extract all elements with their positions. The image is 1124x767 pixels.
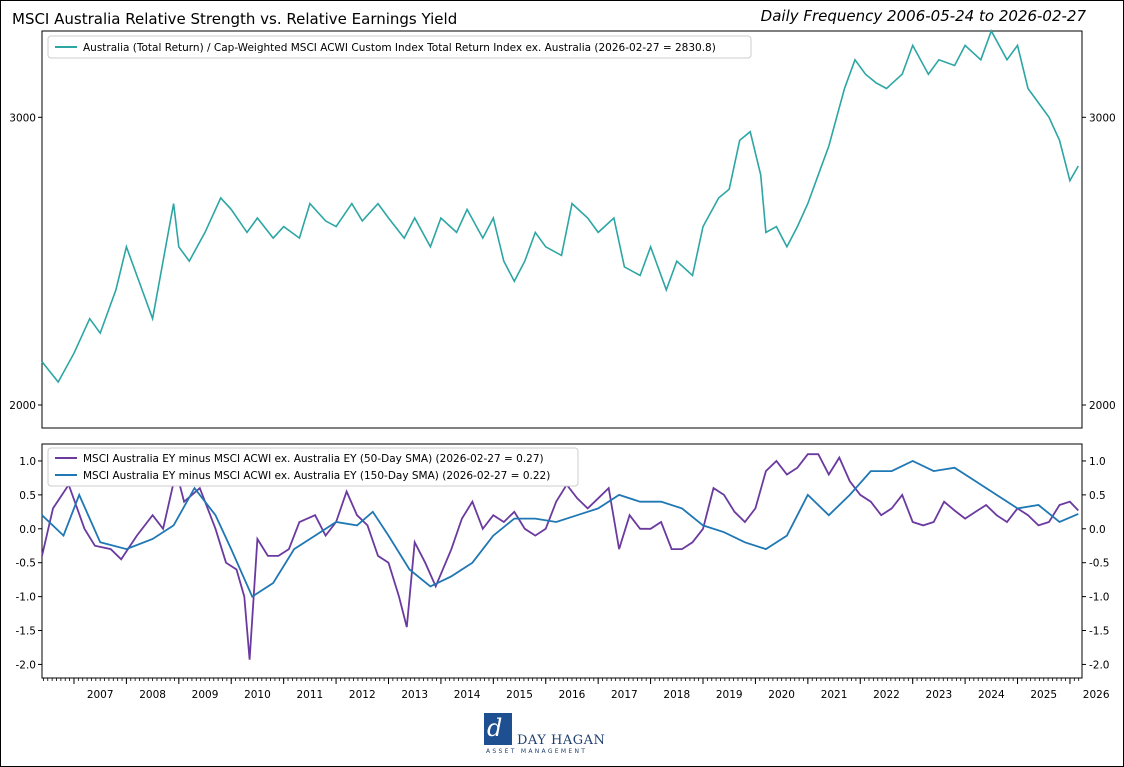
x-tick-label-6: 2013 [401,689,428,701]
bottom-legend-box [47,447,579,487]
x-tick-label-14: 2021 [821,689,848,701]
chart-title: MSCI Australia Relative Strength vs. Rel… [12,10,458,28]
x-tick-label-4: 2011 [296,689,323,701]
bottom-y-tick-label-right-6: -2.0 [1089,659,1110,671]
x-tick-label-17: 2024 [978,689,1005,701]
x-tick-label-11: 2018 [663,689,690,701]
bottom-y-tick-label-right-0: 1.0 [1089,456,1106,468]
top-y-tick-label-right-0: 2000 [1089,400,1116,412]
bottom-y-tick-label-right-1: 0.5 [1089,490,1106,502]
bottom-y-tick-label-left-3: -0.5 [16,558,37,570]
day-hagan-logo: d DAY HAGAN ASSET MANAGEMENT [484,713,614,759]
bottom-y-ticks: 1.0 1.0 0.5 0.5 0.0 0.0 -0.5 -0.5 -1.0 -1.0 -1.5 -1… [16,456,1110,671]
bottom-y-tick-label-left-2: 0.0 [19,524,36,536]
top-y-tick-label-right-1: 3000 [1089,112,1116,124]
x-tick-label-9: 2016 [559,689,586,701]
x-tick-label-2: 2009 [192,689,219,701]
bottom-series-150day-line [41,460,1079,598]
x-tick-label-19: 2026 [1083,689,1110,701]
x-tick-label-15: 2022 [873,689,900,701]
bottom-y-tick-label-left-0: 1.0 [19,456,36,468]
bottom-y-tick-label-left-1: 0.5 [19,490,36,502]
x-tick-label-0: 2007 [87,689,114,701]
bottom-x-ticks: 2007 2008 2009 2010 2011 2012 2013 2014 2015 2016… [42,678,1110,701]
x-tick-label-5: 2012 [349,689,376,701]
bottom-y-tick-label-right-5: -1.5 [1089,626,1110,638]
x-tick-label-18: 2025 [1030,689,1057,701]
chart-svg: 2000 2000 3000 3000 Australia (Total Return… [9,29,1116,701]
bottom-y-tick-label-left-5: -1.5 [16,626,37,638]
logo-subtitle: ASSET MANAGEMENT [486,748,588,755]
top-legend-label: Australia (Total Return) / Cap-Weighted … [83,42,716,54]
bottom-y-tick-label-left-4: -1.0 [16,592,37,604]
x-tick-label-16: 2023 [926,689,953,701]
x-tick-label-7: 2014 [454,689,481,701]
top-legend-box [47,35,752,59]
bottom-legend-label-50day: MSCI Australia EY minus MSCI ACWI ex. Au… [83,453,544,465]
x-tick-label-12: 2019 [716,689,743,701]
x-tick-label-1: 2008 [139,689,166,701]
bottom-panel: 1.0 1.0 0.5 0.5 0.0 0.0 -0.5 -0.5 -1.0 -1.0 -1.5 -1… [16,443,1110,701]
bottom-legend: MSCI Australia EY minus MSCI ACWI ex. Au… [47,447,579,487]
logo-mark-icon: d [484,713,512,745]
bottom-series-50day-line [41,453,1079,660]
top-y-tick-label-left-1: 3000 [9,112,36,124]
top-y-tick-label-left-0: 2000 [9,400,36,412]
chart-subtitle: Daily Frequency 2006-05-24 to 2026-02-27 [760,7,1086,25]
x-tick-label-8: 2015 [506,689,533,701]
top-plot-area [41,30,1083,429]
x-tick-label-13: 2020 [768,689,795,701]
top-panel: 2000 2000 3000 3000 Australia (Total Return… [9,29,1116,429]
top-y-ticks: 2000 2000 3000 3000 [9,112,1115,412]
x-tick-label-10: 2017 [611,689,638,701]
top-legend: Australia (Total Return) / Cap-Weighted … [47,35,752,59]
x-tick-label-3: 2010 [244,689,271,701]
bottom-y-tick-label-right-3: -0.5 [1089,558,1110,570]
bottom-legend-label-150day: MSCI Australia EY minus MSCI ACWI ex. Au… [83,470,550,482]
bottom-y-tick-label-right-2: 0.0 [1089,524,1106,536]
logo-name: DAY HAGAN [517,733,606,748]
bottom-y-tick-label-right-4: -1.0 [1089,592,1110,604]
top-series-line [41,29,1079,384]
bottom-y-tick-label-left-6: -2.0 [16,659,37,671]
